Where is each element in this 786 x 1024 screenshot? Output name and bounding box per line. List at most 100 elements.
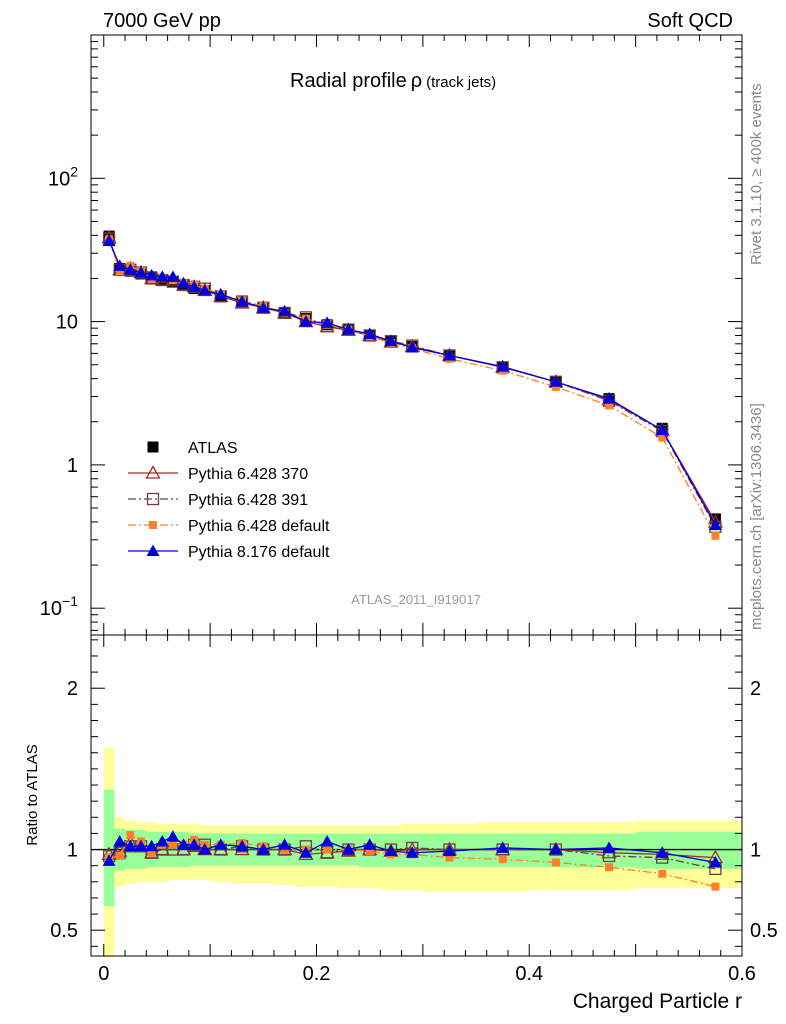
ratio-point-p8def — [187, 838, 201, 850]
main-point-p6def — [115, 267, 124, 276]
main-point-p8def — [145, 268, 159, 281]
main-point-p8def — [102, 234, 116, 247]
ratio-frame — [90, 634, 743, 957]
x-tick-label: 0 — [98, 963, 109, 985]
ratio-point-p6def — [605, 863, 614, 872]
ratio-point-p8def — [155, 834, 169, 847]
main-point-p6def — [658, 433, 667, 442]
ratio-point-p8def — [177, 838, 191, 850]
main-y-tick-label: 10−1 — [40, 593, 78, 620]
ratio-point-p8def — [708, 855, 722, 868]
legend-marker-p370 — [145, 465, 161, 479]
ratio-y-tick-label-right: 0.5 — [750, 920, 778, 942]
ratio-y-tick-label-right: 2 — [750, 678, 761, 700]
ratio-point-p8def — [123, 839, 137, 852]
main-point-p8def — [363, 327, 377, 339]
ratio-point-p8def — [299, 846, 313, 858]
ratio-y-tick-label: 1 — [67, 840, 78, 862]
main-point-p8def — [655, 423, 669, 436]
x-tick-label: 0.2 — [303, 963, 331, 985]
ratio-point-p6def — [126, 831, 135, 840]
ratio-point-p8def — [102, 854, 116, 866]
ratio-point-p8def — [166, 830, 180, 842]
main-point-p8def — [155, 270, 169, 282]
main-point-p8def — [166, 270, 180, 282]
legend-marker-atlas — [147, 441, 159, 453]
main-point-p8def — [256, 301, 270, 313]
ratio-panel: 0.5 0.5 1 1 2 2 0 0.2 0.4 0.6 Ratio to ATLAS Char… — [24, 634, 778, 1013]
main-point-p8def — [405, 340, 419, 353]
ratio-point-p6def — [551, 858, 560, 867]
legend-label-p8def: Pythia 8.176 default — [188, 544, 330, 561]
main-point-p6def — [605, 401, 614, 410]
main-point-p8def — [177, 276, 191, 289]
main-point-p8def — [299, 315, 313, 327]
legend-marker-p8def — [146, 544, 160, 556]
ratio-y-tick-label: 2 — [67, 678, 78, 700]
ratio-point-p8def — [405, 846, 419, 858]
ratio-point-p6def — [445, 853, 454, 862]
main-point-p6def — [711, 531, 720, 540]
ratio-point-p8def — [496, 841, 510, 853]
legend-marker-p391 — [146, 492, 160, 506]
main-y-tick-label: 1 — [67, 455, 78, 477]
main-point-p8def — [384, 334, 398, 347]
ratio-point-p8def — [549, 843, 563, 855]
legend-label-atlas: ATLAS — [188, 440, 238, 457]
legend-label-p370: Pythia 6.428 370 — [188, 466, 308, 483]
ratio-point-p8def — [256, 843, 270, 855]
header-left: 7000 GeV pp — [103, 10, 221, 32]
main-y-tick-label: 102 — [48, 163, 78, 190]
x-tick-label: 0.4 — [515, 963, 543, 985]
ratio-point-p8def — [442, 844, 456, 857]
legend: ATLAS Pythia 6.428 370 Pythia 6.428 391 Pyt… — [128, 440, 330, 561]
ratio-point-p8def — [363, 838, 377, 850]
rivet-label: Rivet 3.1.10, ≥ 400k events — [748, 83, 765, 265]
ratio-point-p8def — [113, 834, 127, 847]
ratio-point-p8def — [235, 839, 249, 852]
ratio-ylabel: Ratio to ATLAS — [24, 744, 41, 845]
main-point-p8def — [549, 375, 563, 387]
main-point-p8def — [708, 518, 722, 531]
ratio-point-p8def — [341, 843, 355, 855]
ratio-point-p8def — [320, 834, 334, 847]
header-right: Soft QCD — [647, 10, 733, 32]
ratio-y-tick-label-right: 1 — [750, 840, 761, 862]
ratio-point-p6def — [498, 855, 507, 864]
main-point-p8def — [278, 304, 292, 317]
ratio-point-p6def — [711, 882, 720, 891]
main-title-suffix: (track jets) — [426, 74, 496, 91]
main-point-p8def — [134, 266, 148, 278]
ratio-point-p6def — [115, 851, 124, 860]
ratio-point-p8def — [384, 844, 398, 857]
main-title: Radial profile ρ (track jets) — [290, 70, 496, 92]
ratio-point-p8def — [214, 838, 228, 850]
legend-label-p391: Pythia 6.428 391 — [188, 492, 308, 509]
ratio-point-p8def — [655, 846, 669, 858]
x-axis-label: Charged Particle r — [573, 990, 742, 1013]
ratio-point-p6def — [365, 847, 374, 856]
ratio-point-p8def — [134, 839, 148, 852]
main-point-p8def — [123, 263, 137, 275]
legend-marker-p6def — [149, 521, 157, 529]
main-axes: 10−1 1 10 102 — [40, 34, 743, 635]
main-y-tick-label: 10 — [56, 312, 78, 334]
ratio-point-p6def — [147, 848, 156, 857]
main-point-p8def — [442, 348, 456, 361]
ratio-point-p8def — [145, 839, 159, 852]
ratio-point-p6def — [658, 869, 667, 878]
main-point-p8def — [602, 392, 616, 404]
main-point-p8def — [198, 283, 212, 296]
ratio-point-p8def — [278, 838, 292, 850]
ratio-axes: 0.5 0.5 1 1 2 2 0 0.2 0.4 0.6 — [50, 635, 778, 985]
main-point-p8def — [341, 323, 355, 335]
main-point-p8def — [113, 259, 127, 271]
main-title-symbol: ρ — [411, 70, 422, 92]
main-plot-marks — [101, 229, 724, 540]
main-point-p8def — [214, 287, 228, 300]
main-point-p8def — [496, 360, 510, 372]
main-point-p8def — [320, 316, 334, 328]
main-title-text: Radial profile — [290, 70, 407, 92]
ratio-point-p8def — [602, 841, 616, 853]
